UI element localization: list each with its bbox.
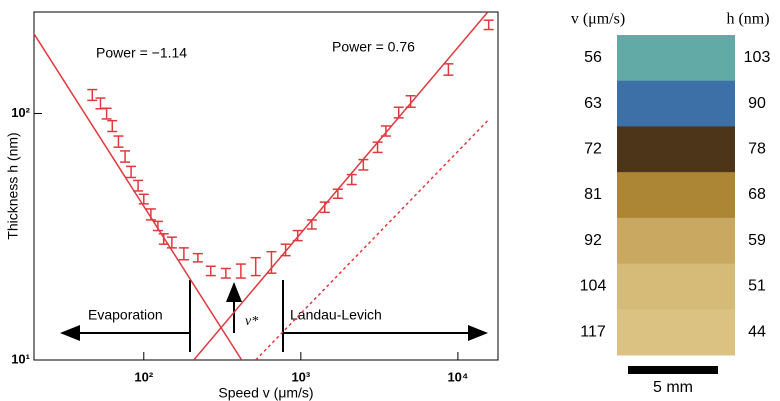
x-axis-label: Speed v (μm/s) xyxy=(218,385,313,401)
thickness-label: 44 xyxy=(748,323,766,340)
scale-bar-label: 5 mm xyxy=(653,379,693,396)
thickness-label: 90 xyxy=(748,95,766,112)
speed-label: 92 xyxy=(584,232,602,249)
y-axis-label: Thickness h (nm) xyxy=(5,132,21,239)
y-tick-label: 10¹ xyxy=(11,351,30,366)
y-tick-label: 10² xyxy=(11,105,30,120)
film-band xyxy=(617,263,735,310)
film-band xyxy=(617,309,735,356)
column-header: h (nm) xyxy=(726,11,769,28)
thickness-label: 78 xyxy=(748,141,766,158)
thickness-label: 103 xyxy=(744,49,771,66)
x-tick-label: 10² xyxy=(134,369,153,384)
thickness-label: 68 xyxy=(748,186,766,203)
film-strip xyxy=(617,35,735,356)
film-band xyxy=(617,80,735,127)
film-band xyxy=(617,126,735,173)
annotation: Power = −1.14 xyxy=(96,45,187,61)
thickness-label: 59 xyxy=(748,232,766,249)
annotation: Power = 0.76 xyxy=(332,39,415,55)
film-band xyxy=(617,172,735,219)
speed-label: 63 xyxy=(584,95,602,112)
speed-label: 104 xyxy=(580,278,607,295)
scale-bar xyxy=(628,366,718,374)
thickness-label: 51 xyxy=(748,278,766,295)
x-tick-label: 10³ xyxy=(291,369,310,384)
annotation: Landau-Levich xyxy=(290,307,382,323)
speed-label: 56 xyxy=(584,49,602,66)
film-band xyxy=(617,35,735,82)
speed-label: 117 xyxy=(580,323,606,340)
x-tick-label: 10⁴ xyxy=(447,369,468,384)
speed-label: 72 xyxy=(584,141,602,158)
column-header: v (μm/s) xyxy=(571,11,625,28)
annotation: Evaporation xyxy=(88,307,163,323)
film-band xyxy=(617,217,735,265)
speed-label: 81 xyxy=(584,186,602,203)
annotation: v* xyxy=(245,314,258,329)
plot-frame xyxy=(33,11,499,361)
fit-line xyxy=(193,12,489,360)
fit-line xyxy=(34,32,243,360)
fit-line xyxy=(255,120,489,360)
